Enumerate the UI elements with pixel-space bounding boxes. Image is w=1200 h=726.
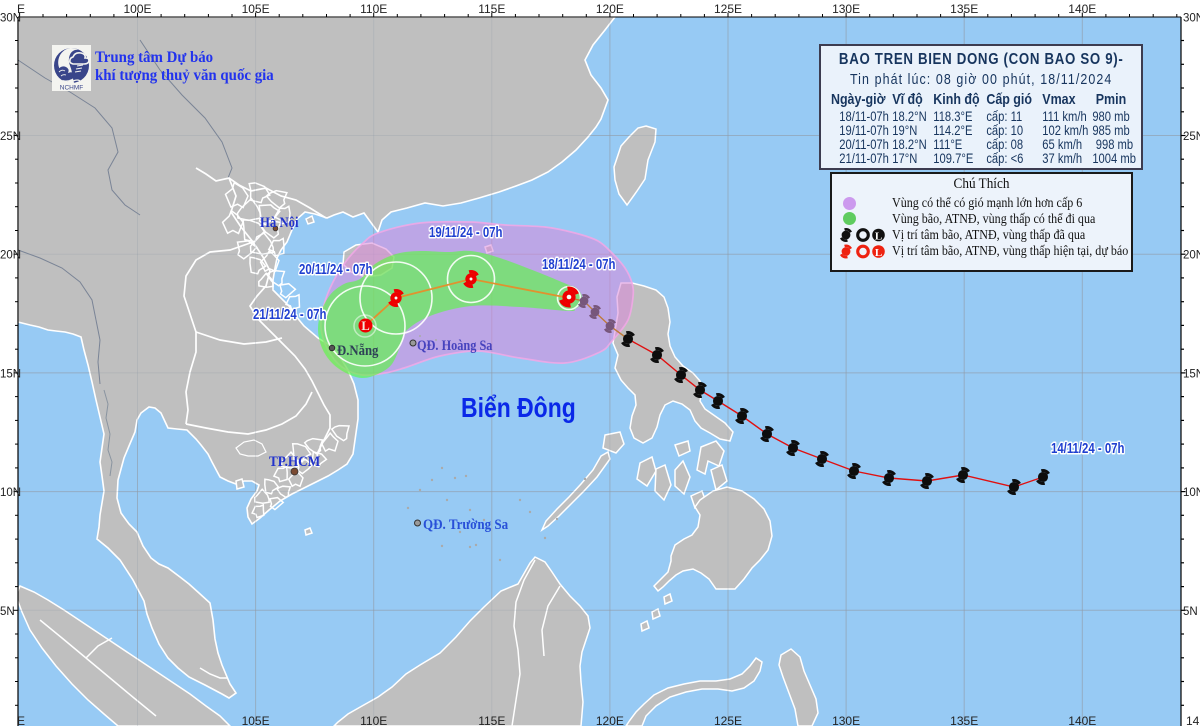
svg-text:125E: 125E xyxy=(714,714,742,726)
svg-text:25N: 25N xyxy=(0,131,21,143)
svg-text:18/11/24 - 07h: 18/11/24 - 07h xyxy=(542,255,615,272)
svg-text:145E: 145E xyxy=(1186,714,1200,726)
svg-text:E: E xyxy=(17,714,25,726)
svg-text:TP.HCM: TP.HCM xyxy=(269,453,320,470)
svg-text:105E: 105E xyxy=(242,714,270,726)
svg-text:140E: 140E xyxy=(1068,2,1096,16)
svg-text:130E: 130E xyxy=(832,2,860,16)
svg-text:125E: 125E xyxy=(714,2,742,16)
svg-text:10N: 10N xyxy=(0,487,21,499)
svg-text:120E: 120E xyxy=(596,2,624,16)
svg-text:L: L xyxy=(875,230,882,242)
svg-text:Biển Đông: Biển Đông xyxy=(461,393,576,424)
svg-text:E: E xyxy=(17,2,25,16)
svg-text:14/11/24 - 07h: 14/11/24 - 07h xyxy=(1051,439,1124,456)
svg-text:L: L xyxy=(361,319,369,333)
svg-text:120E: 120E xyxy=(596,714,624,726)
svg-text:20N: 20N xyxy=(1183,250,1200,262)
svg-text:QĐ. Trường Sa: QĐ. Trường Sa xyxy=(423,516,508,532)
svg-text:10N: 10N xyxy=(1183,487,1200,499)
svg-text:NCHMF: NCHMF xyxy=(60,85,83,92)
svg-text:15N: 15N xyxy=(1183,368,1200,380)
svg-text:L: L xyxy=(875,247,882,259)
svg-text:20N: 20N xyxy=(0,250,21,262)
svg-text:100E: 100E xyxy=(123,2,151,16)
svg-text:110E: 110E xyxy=(360,2,387,16)
svg-text:QĐ. Hoàng Sa: QĐ. Hoàng Sa xyxy=(417,337,493,353)
svg-text:135E: 135E xyxy=(950,714,978,726)
svg-text:5N: 5N xyxy=(1183,606,1198,618)
svg-text:115E: 115E xyxy=(478,2,505,16)
svg-text:Trung tâm Dự báo: Trung tâm Dự báo xyxy=(95,49,213,67)
svg-text:25N: 25N xyxy=(1183,131,1200,143)
svg-text:30N: 30N xyxy=(0,12,21,24)
svg-text:30N: 30N xyxy=(1183,12,1200,24)
svg-text:15N: 15N xyxy=(0,368,21,380)
svg-text:130E: 130E xyxy=(832,714,860,726)
svg-text:105E: 105E xyxy=(242,2,270,16)
svg-text:Hà Nội: Hà Nội xyxy=(260,215,299,231)
svg-text:19/11/24 - 07h: 19/11/24 - 07h xyxy=(429,223,502,240)
svg-text:20/11/24 - 07h: 20/11/24 - 07h xyxy=(299,260,372,277)
svg-text:5N: 5N xyxy=(0,606,15,618)
svg-text:110E: 110E xyxy=(360,714,387,726)
svg-text:21/11/24 - 07h: 21/11/24 - 07h xyxy=(253,305,326,322)
svg-text:135E: 135E xyxy=(950,2,978,16)
svg-text:115E: 115E xyxy=(478,714,505,726)
svg-text:Đ.Nẵng: Đ.Nẵng xyxy=(337,342,378,359)
svg-text:khí tượng thuỷ văn quốc gia: khí tượng thuỷ văn quốc gia xyxy=(95,67,274,85)
svg-text:140E: 140E xyxy=(1068,714,1096,726)
